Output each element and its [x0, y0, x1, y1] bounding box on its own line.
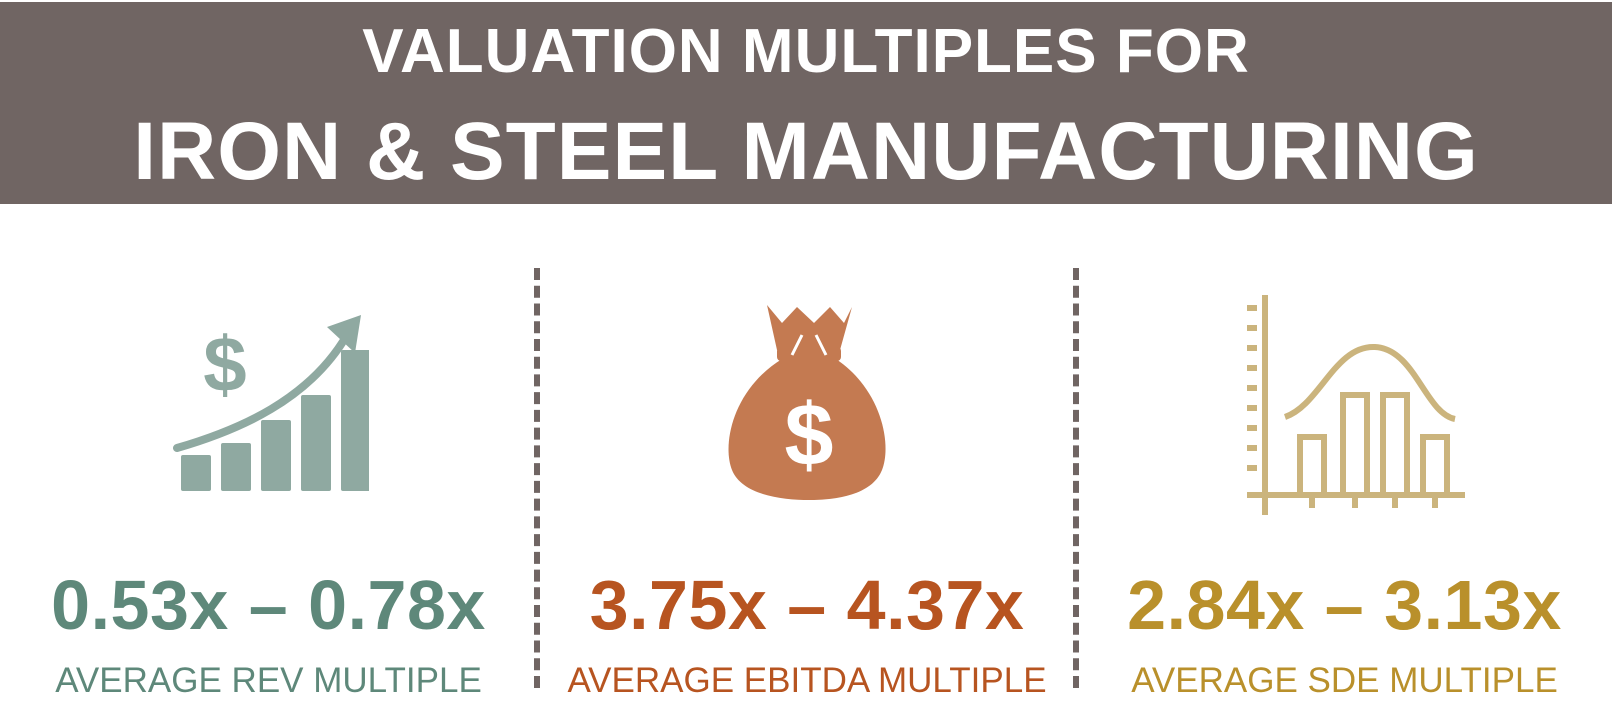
rev-multiple-section: $ 0.53x – 0.78x AVERAGE REV MULTIPLE — [0, 210, 537, 710]
svg-text:$: $ — [203, 320, 246, 408]
title-line-1: VALUATION MULTIPLES FOR — [362, 17, 1250, 86]
money-bag-icon: $ — [537, 295, 1077, 540]
title-banner: VALUATION MULTIPLES FOR IRON & STEEL MAN… — [0, 2, 1612, 204]
ebitda-multiple-label: AVERAGE EBITDA MULTIPLE — [567, 661, 1047, 700]
sde-multiple-range: 2.84x – 3.13x — [1127, 566, 1562, 644]
sde-multiple-section: 2.84x – 3.13x AVERAGE SDE MULTIPLE — [1077, 210, 1612, 710]
rev-multiple-range: 0.53x – 0.78x — [51, 566, 486, 644]
column-divider — [534, 268, 540, 688]
ebitda-multiple-range: 3.75x – 4.37x — [589, 566, 1025, 644]
bell-curve-histogram-icon — [1077, 295, 1612, 540]
revenue-growth-chart-icon: $ — [0, 295, 537, 540]
ebitda-multiple-section: $ 3.75x – 4.37x AVERAGE EBITDA MULTIPLE — [537, 210, 1077, 710]
sde-multiple-label: AVERAGE SDE MULTIPLE — [1131, 661, 1558, 700]
rev-multiple-label: AVERAGE REV MULTIPLE — [55, 661, 482, 700]
column-divider — [1073, 268, 1079, 688]
svg-text:$: $ — [785, 385, 834, 484]
title-line-2: IRON & STEEL MANUFACTURING — [133, 106, 1479, 197]
